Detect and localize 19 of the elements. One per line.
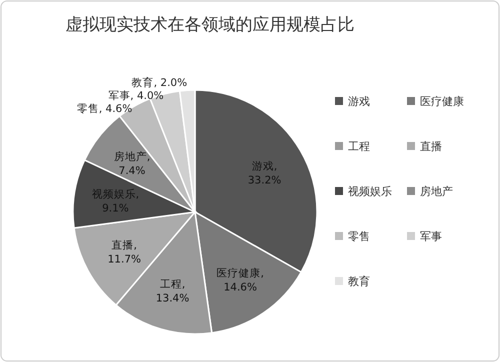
legend-label: 医疗健康: [420, 95, 464, 108]
data-label: 零售, 4.6%: [76, 103, 132, 116]
data-label: 医疗健康, 14.6%: [216, 266, 264, 294]
legend-label: 教育: [348, 275, 370, 288]
data-label: 直播, 11.7%: [108, 238, 142, 266]
data-label: 视频娱乐, 9.1%: [92, 188, 140, 215]
data-label: 教育, 2.0%: [132, 76, 188, 90]
legend-label: 工程: [348, 140, 370, 153]
legend-label: 视频娱乐: [348, 185, 392, 198]
legend-label: 直播: [420, 140, 442, 153]
legend-label: 房地产: [420, 185, 453, 198]
legend-label: 游戏: [348, 95, 370, 108]
data-label: 军事, 4.0%: [108, 89, 164, 102]
chart-title: 虚拟现实技术在各领域的应用规模占比: [66, 15, 354, 35]
data-label: 房地产, 7.4%: [114, 150, 150, 177]
data-label: 游戏, 33.2%: [248, 159, 282, 186]
legend-label: 零售: [348, 230, 370, 243]
legend-label: 军事: [420, 230, 442, 243]
data-label: 工程, 13.4%: [156, 278, 190, 304]
